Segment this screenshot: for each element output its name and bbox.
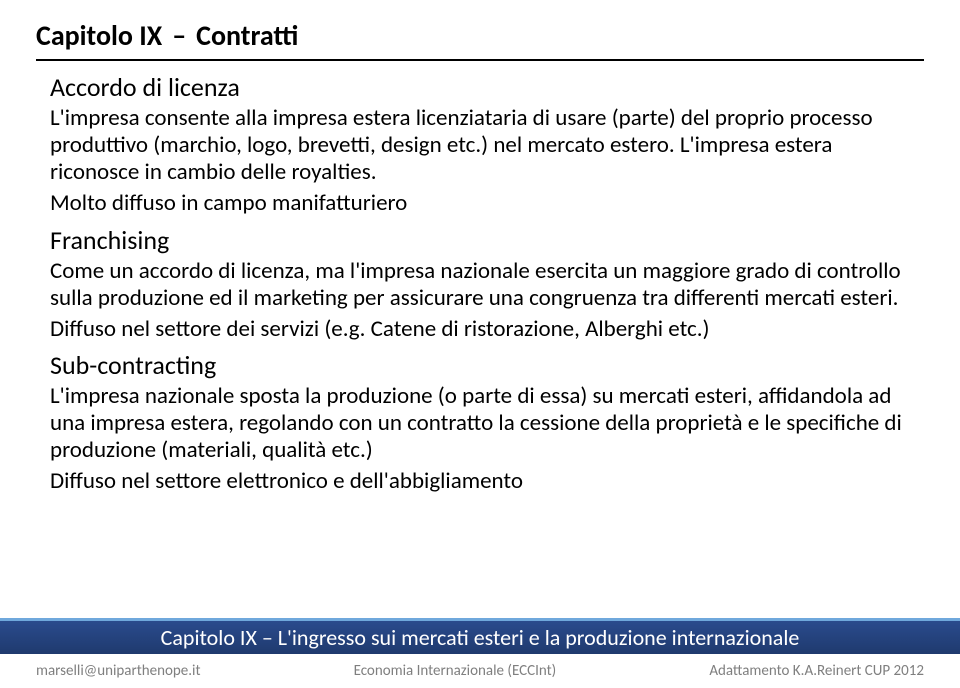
- section-heading-subcontracting: Sub-contracting: [50, 349, 920, 381]
- footer-right: Adattamento K.A.Reinert CUP 2012: [709, 662, 924, 680]
- slide-footer: marselli@uniparthenope.it Economia Inter…: [0, 662, 960, 680]
- section-heading-accordo: Accordo di licenza: [50, 71, 920, 103]
- slide-banner: Capitolo IX – L'ingresso sui mercati est…: [0, 618, 960, 654]
- slide-body: Accordo di licenza L'impresa consente al…: [36, 71, 924, 495]
- section-text: L'impresa nazionale sposta la produzione…: [50, 383, 920, 464]
- section-heading-franchising: Franchising: [50, 224, 920, 256]
- slide-title: Capitolo IX – Contratti: [36, 18, 924, 53]
- section-text: Molto diffuso in campo manifatturiero: [50, 190, 920, 217]
- section-text: Diffuso nel settore dei servizi (e.g. Ca…: [50, 316, 920, 343]
- banner-text: Capitolo IX – L'ingresso sui mercati est…: [161, 624, 800, 651]
- title-divider: [36, 59, 924, 61]
- title-separator: –: [172, 18, 186, 53]
- title-main: Capitolo IX: [36, 18, 162, 53]
- section-text: Come un accordo di licenza, ma l'impresa…: [50, 258, 920, 312]
- section-text: Diffuso nel settore elettronico e dell'a…: [50, 468, 920, 495]
- footer-left: marselli@uniparthenope.it: [36, 662, 200, 680]
- section-text: L'impresa consente alla impresa estera l…: [50, 105, 920, 186]
- slide-container: Capitolo IX – Contratti Accordo di licen…: [0, 0, 960, 688]
- title-sub: Contratti: [196, 18, 298, 53]
- footer-center: Economia Internazionale (ECCInt): [354, 662, 557, 680]
